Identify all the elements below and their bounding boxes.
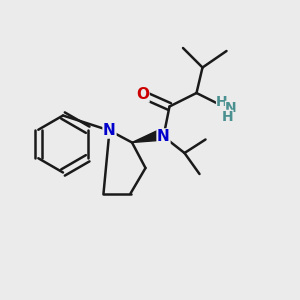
Text: O: O [136, 87, 149, 102]
Text: H: H [216, 95, 228, 109]
Text: N: N [157, 129, 170, 144]
Text: N: N [103, 123, 116, 138]
Text: H: H [222, 110, 233, 124]
Text: N: N [225, 101, 237, 115]
Polygon shape [132, 130, 162, 142]
